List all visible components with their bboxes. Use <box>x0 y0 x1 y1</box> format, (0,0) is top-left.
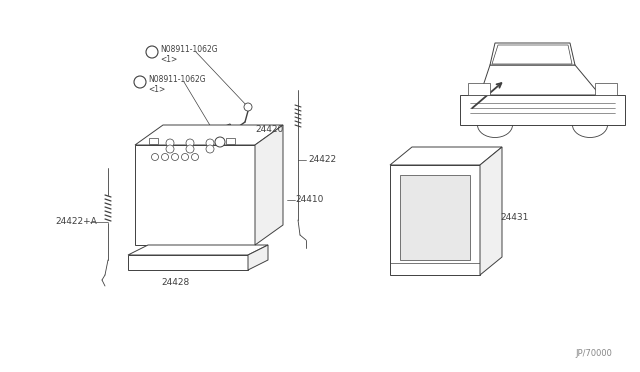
Text: JP/70000: JP/70000 <box>575 349 612 358</box>
Circle shape <box>244 103 252 111</box>
Text: N08911-1062G: N08911-1062G <box>148 74 205 83</box>
Text: N08911-1062G: N08911-1062G <box>160 45 218 54</box>
Circle shape <box>186 145 194 153</box>
Polygon shape <box>460 95 625 125</box>
Bar <box>128 255 248 270</box>
Circle shape <box>172 154 179 160</box>
Circle shape <box>206 139 214 147</box>
Bar <box>226 138 235 144</box>
Text: <1>: <1> <box>148 84 165 93</box>
Polygon shape <box>128 245 268 255</box>
Text: 24431: 24431 <box>500 214 529 222</box>
Polygon shape <box>390 147 502 165</box>
Circle shape <box>166 145 174 153</box>
Bar <box>390 165 480 275</box>
Bar <box>135 145 255 245</box>
Text: <1>: <1> <box>160 55 177 64</box>
Polygon shape <box>492 45 572 64</box>
Circle shape <box>191 154 198 160</box>
Bar <box>149 138 158 144</box>
Text: 24410: 24410 <box>295 196 323 205</box>
Polygon shape <box>480 65 600 95</box>
Circle shape <box>215 137 225 147</box>
Bar <box>400 175 470 260</box>
Text: 24420: 24420 <box>255 125 284 134</box>
Bar <box>595 83 617 95</box>
Polygon shape <box>135 125 283 145</box>
Text: 24428: 24428 <box>161 278 189 287</box>
Polygon shape <box>248 245 268 270</box>
Polygon shape <box>480 147 502 275</box>
Polygon shape <box>490 43 575 65</box>
Circle shape <box>146 46 158 58</box>
Circle shape <box>166 139 174 147</box>
Circle shape <box>152 154 159 160</box>
Text: N: N <box>137 77 143 87</box>
Circle shape <box>161 154 168 160</box>
Polygon shape <box>255 125 283 245</box>
Circle shape <box>186 139 194 147</box>
Text: 24422: 24422 <box>308 155 336 164</box>
Text: 24422+A: 24422+A <box>55 218 97 227</box>
Text: N: N <box>149 48 155 57</box>
Circle shape <box>206 145 214 153</box>
Circle shape <box>134 76 146 88</box>
Bar <box>468 83 490 95</box>
Circle shape <box>182 154 189 160</box>
